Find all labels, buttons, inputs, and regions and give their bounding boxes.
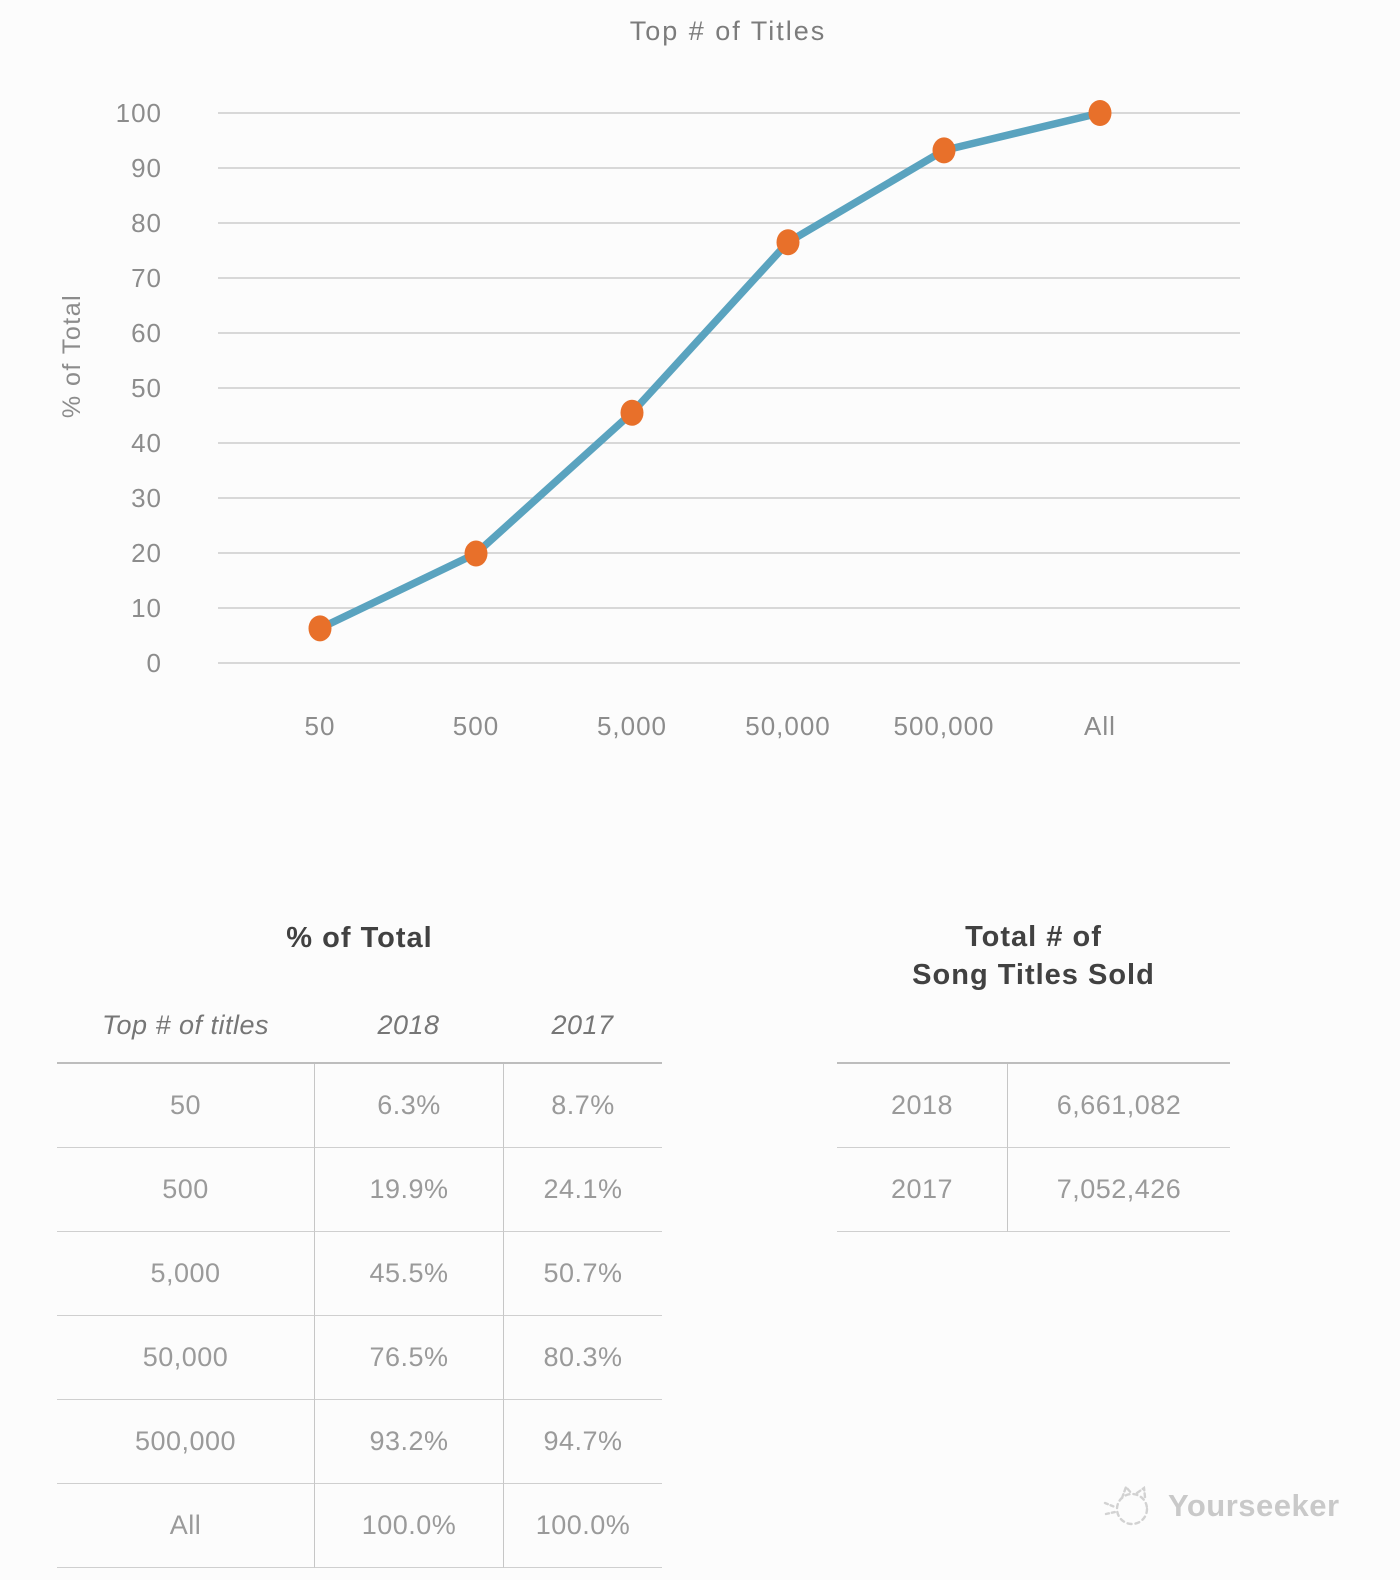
- pct-header-2018: 2018: [377, 1009, 440, 1040]
- table-cell: 500,000: [57, 1400, 314, 1484]
- table-cell: 5,000: [57, 1232, 314, 1316]
- data-point-marker: [932, 137, 956, 164]
- y-tick-label: 50: [131, 373, 162, 403]
- pct-of-total-table: Top # of titles 2018 2017 50 6.3% 8.7% 5…: [57, 988, 662, 1568]
- table-cell: 45.5%: [314, 1232, 503, 1316]
- table-cell: 50,000: [57, 1316, 314, 1400]
- table-cell: 100.0%: [503, 1484, 662, 1568]
- chart-title: Top # of Titles: [629, 16, 827, 46]
- y-tick-label: 10: [131, 593, 162, 623]
- data-point-marker: [776, 229, 800, 256]
- pct-table-header-row: Top # of titles 2018 2017: [57, 988, 662, 1064]
- y-tick-label: 80: [131, 208, 162, 238]
- table-cell: 6,661,082: [1007, 1064, 1230, 1148]
- data-point-marker: [620, 399, 644, 426]
- pct-table-body: 50 6.3% 8.7% 500 19.9% 24.1% 5,000 45.5%…: [57, 1064, 662, 1568]
- table-cell: 94.7%: [503, 1400, 662, 1484]
- data-point-marker: [1088, 100, 1112, 126]
- line-chart-svg: 0 10 20 30 40 50 60 70 80 90 100 50 500 5,000 50,000 50…: [116, 98, 1240, 741]
- y-tick-label: 30: [131, 483, 162, 513]
- pct-header-top-titles: Top # of titles: [101, 1009, 270, 1040]
- table-cell: 2018: [837, 1064, 1007, 1148]
- watermark-label: Yourseeker: [1168, 1488, 1340, 1523]
- pct-header-2017: 2017: [551, 1009, 614, 1040]
- data-point-marker: [308, 615, 332, 642]
- table-cell: 50: [57, 1064, 314, 1148]
- table-cell: 2017: [837, 1148, 1007, 1232]
- table-cell: 93.2%: [314, 1400, 503, 1484]
- y-tick-label: 60: [131, 318, 162, 348]
- total-song-titles-table: 2018 6,661,082 2017 7,052,426: [837, 1062, 1230, 1232]
- totals-title-line1: Total # of: [965, 921, 1102, 953]
- table-cell: 50.7%: [503, 1232, 662, 1316]
- y-tick-label: 100: [116, 98, 162, 128]
- data-point-marker: [464, 540, 488, 567]
- table-cell: 6.3%: [314, 1064, 503, 1148]
- table-cell: 24.1%: [503, 1148, 662, 1232]
- x-tick-label: All: [1084, 711, 1116, 741]
- totals-title-line2: Song Titles Sold: [912, 959, 1155, 991]
- table-cell: 7,052,426: [1007, 1148, 1230, 1232]
- y-tick-label: 70: [131, 263, 162, 293]
- y-tick-label: 20: [131, 538, 162, 568]
- table-cell: 100.0%: [314, 1484, 503, 1568]
- table-cell: 500: [57, 1148, 314, 1232]
- pct-table-title: % of Total: [286, 922, 433, 954]
- x-tick-label: 50,000: [745, 711, 831, 741]
- watermark: Yourseeker: [1100, 1480, 1340, 1532]
- totals-table-title: Total # of Song Titles Sold: [837, 918, 1230, 994]
- x-tick-label: 5,000: [597, 711, 667, 741]
- yourseeker-logo-icon: [1103, 1484, 1149, 1526]
- table-cell: 8.7%: [503, 1064, 662, 1148]
- x-tick-label: 500,000: [894, 711, 995, 741]
- table-cell: 80.3%: [503, 1316, 662, 1400]
- y-tick-label: 0: [147, 648, 162, 678]
- y-tick-label: 40: [131, 428, 162, 458]
- table-cell: 76.5%: [314, 1316, 503, 1400]
- x-tick-label: 500: [453, 711, 499, 741]
- y-tick-label: 90: [131, 153, 162, 183]
- data-line-2018: [316, 109, 1104, 633]
- x-tick-label: 50: [305, 711, 336, 741]
- table-cell: 19.9%: [314, 1148, 503, 1232]
- table-cell: All: [57, 1484, 314, 1568]
